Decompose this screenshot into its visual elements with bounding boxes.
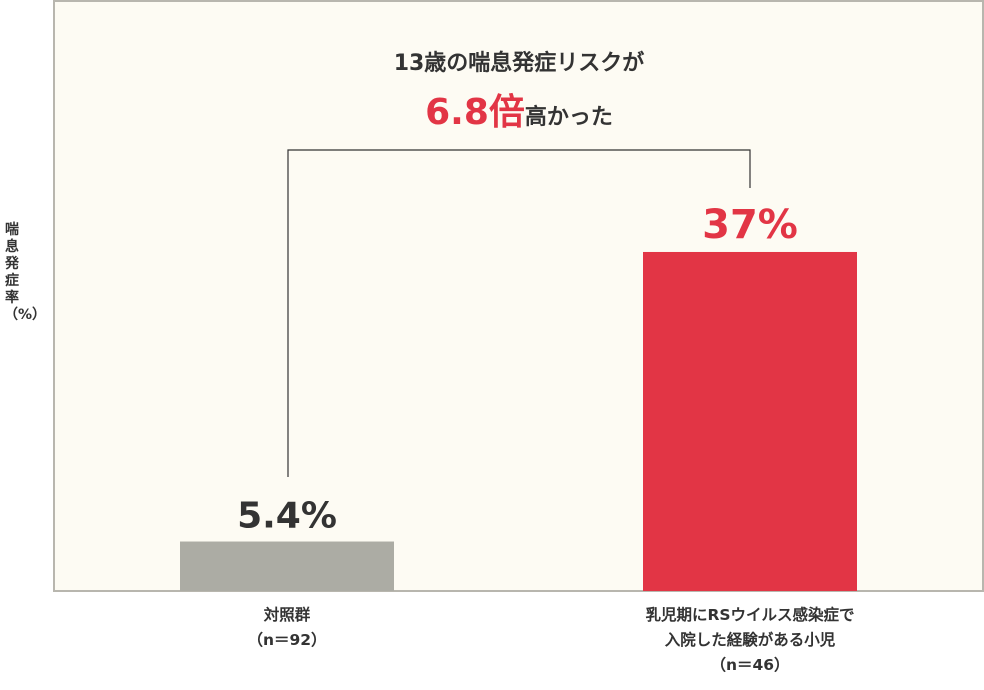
x-tick-line: 乳児期にRSウイルス感染症で bbox=[645, 606, 855, 624]
chart-title-line2: 6.8倍高かった bbox=[425, 92, 613, 133]
x-tick-line: （n＝46） bbox=[710, 656, 790, 674]
x-tick-line: 対照群 bbox=[263, 606, 311, 624]
x-tick-label-rsv: 乳児期にRSウイルス感染症で 入院した経験がある小児 （n＝46） bbox=[570, 603, 930, 678]
comparison-bracket bbox=[287, 149, 751, 477]
title-highlight: 6.8倍 bbox=[425, 92, 525, 133]
x-tick-line: 入院した経験がある小児 bbox=[664, 631, 836, 649]
data-label-0: 5.4% bbox=[237, 496, 337, 537]
x-tick-label-control: 対照群 （n＝92） bbox=[107, 603, 467, 653]
data-label-1: 37% bbox=[702, 202, 798, 248]
title-rest: 高かった bbox=[525, 104, 613, 130]
x-tick-line: （n＝92） bbox=[247, 631, 327, 649]
y-axis-label: 喘息発症率（%） bbox=[4, 222, 47, 323]
bar-1 bbox=[643, 251, 857, 591]
bar-0 bbox=[180, 541, 394, 591]
chart-title-line1: 13歳の喘息発症リスクが bbox=[394, 50, 645, 76]
